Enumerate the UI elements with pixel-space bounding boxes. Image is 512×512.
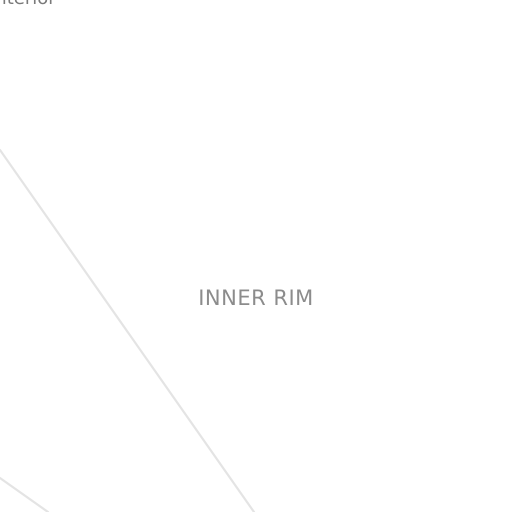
district-label-inner-rim: INNER RIM: [198, 286, 314, 310]
road-diagonal-lower: [0, 476, 50, 512]
road-diagonal-main: [0, 148, 256, 512]
place-label-interior: Interior: [0, 0, 56, 9]
